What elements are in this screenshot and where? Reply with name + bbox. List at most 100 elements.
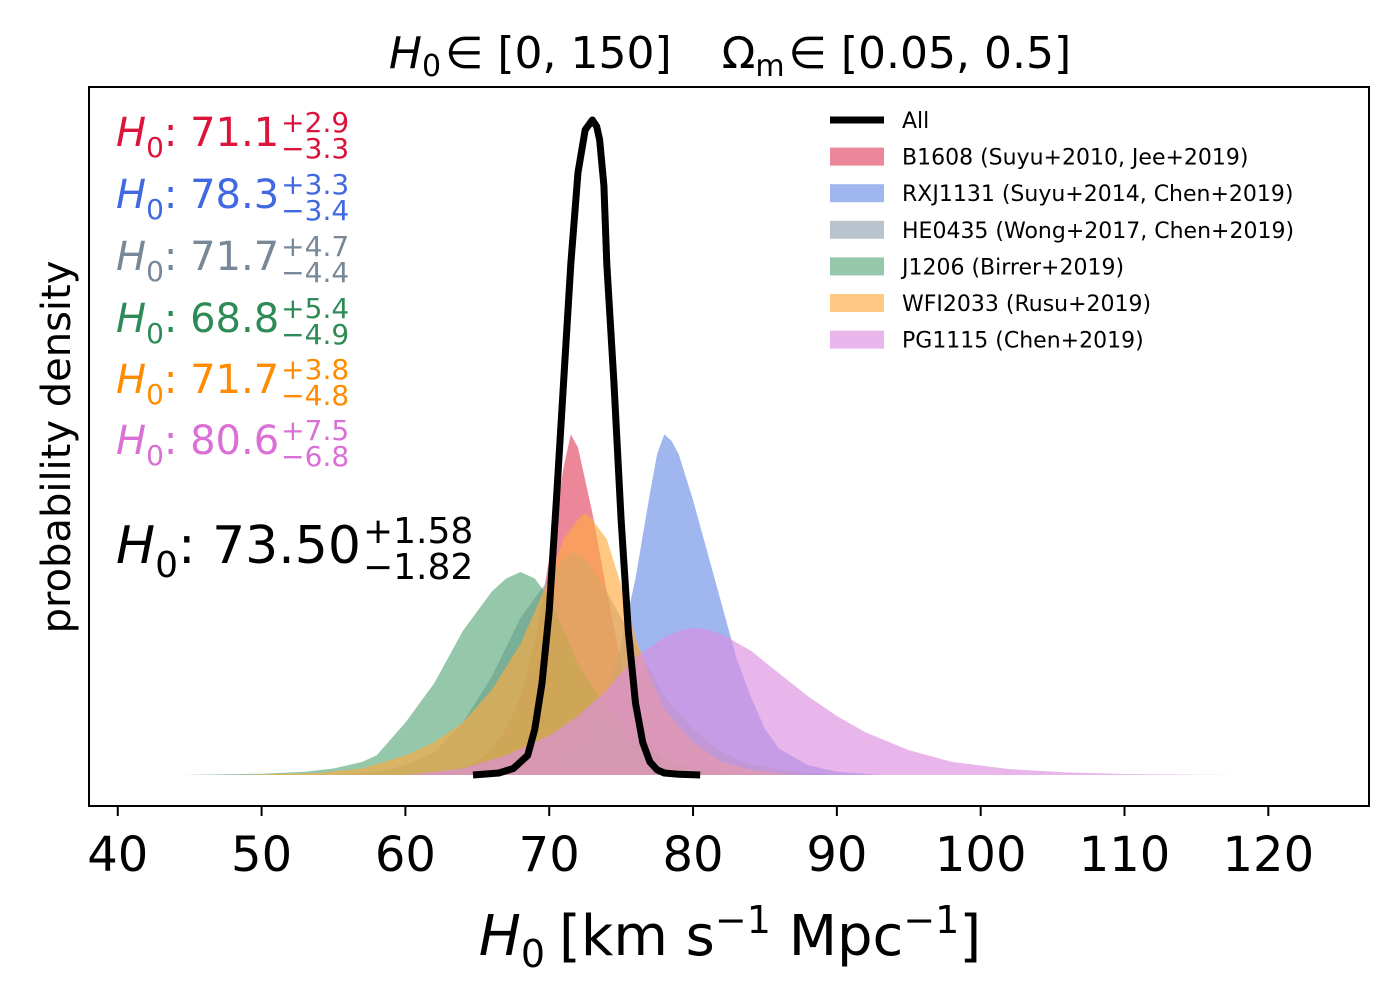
legend-item: PG1115 (Chen+2019)	[830, 329, 1144, 354]
h0-subscript: 0	[146, 378, 164, 411]
h0-annotation-main: H0: 80.6	[116, 418, 279, 472]
h0-annotation-main: H0: 78.3	[116, 172, 279, 226]
h0-lower-error: −3.3	[281, 132, 349, 165]
x-tick-label: 70	[519, 827, 580, 883]
h0-value: : 78.3	[164, 172, 279, 218]
legend-item-all: All	[830, 109, 929, 134]
title-h0-symbol: H	[389, 28, 422, 79]
xlabel-close: ]	[959, 904, 981, 969]
h0-upper-error: +3.3	[281, 168, 349, 201]
x-tick-label: 80	[663, 827, 724, 883]
h0-value: : 80.6	[164, 418, 279, 464]
series-area-pg1115	[405, 627, 1240, 775]
h0-annotation: H0: 78.3 +3.3−3.4	[116, 168, 349, 227]
h0-annotations: H0: 71.1 +2.9−3.3H0: 78.3 +3.3−3.4H0: 71.7…	[116, 106, 473, 588]
h0-lower-error: −4.9	[281, 318, 349, 351]
h0-annotation-main: H0: 71.7	[116, 234, 279, 288]
h0-symbol: H	[116, 516, 155, 576]
x-tick-label: 90	[806, 827, 867, 883]
title-h0-range: ∈ [0, 150]	[445, 28, 672, 79]
series-layer	[182, 434, 1240, 775]
h0-symbol: H	[116, 357, 146, 403]
h0-subscript: 0	[146, 255, 164, 288]
h0-value: : 71.1	[164, 110, 279, 156]
h0-annotation: H0: 80.6 +7.5−6.8	[116, 414, 349, 473]
h0-upper-error: +5.4	[281, 292, 349, 325]
legend-item: RXJ1131 (Suyu+2014, Chen+2019)	[830, 182, 1293, 207]
plot-frame	[88, 86, 1370, 807]
h0-annotation: H0: 71.7 +3.8−4.8	[116, 353, 349, 412]
h0-lower-error: −6.8	[281, 440, 349, 473]
h0-annotation: H0: 73.50 +1.58−1.82	[116, 511, 473, 588]
h0-subscript: 0	[155, 545, 178, 586]
legend: All B1608 (Suyu+2010, Jee+2019) RXJ1131 (S…	[830, 109, 1294, 354]
chart-title: H0∈ [0, 150] Ωm∈ [0.05, 0.5]	[389, 28, 1071, 84]
h0-value: : 68.8	[164, 296, 279, 342]
h0-symbol: H	[116, 110, 146, 156]
h0-lower-error: −3.4	[281, 194, 349, 227]
x-axis-ticks: 40 50 60 70 80 90 100 110 120	[87, 806, 1314, 883]
h0-lower-error: −1.82	[363, 547, 473, 588]
h0-subscript: 0	[146, 439, 164, 472]
xlabel-symbol: H	[479, 904, 521, 969]
h0-value: : 71.7	[164, 357, 279, 403]
title-h0-sub: 0	[422, 49, 441, 84]
h0-subscript: 0	[146, 317, 164, 350]
legend-item: WFI2033 (Rusu+2019)	[830, 292, 1151, 317]
series-area-j1206	[182, 572, 780, 775]
legend-label: B1608 (Suyu+2010, Jee+2019)	[902, 146, 1249, 171]
x-tick-label: 60	[375, 827, 436, 883]
h0-upper-error: +1.58	[363, 511, 473, 552]
legend-item: J1206 (Birrer+2019)	[830, 255, 1124, 280]
legend-swatch	[830, 220, 884, 239]
legend-swatch	[830, 147, 884, 166]
xlabel-units: [km s	[559, 904, 715, 969]
h0-lower-error: −4.8	[281, 379, 349, 412]
xlabel-mpc: Mpc	[771, 904, 903, 969]
x-tick-label: 50	[231, 827, 292, 883]
h0-symbol: H	[116, 234, 146, 280]
x-axis-label: H0 [km s−1 Mpc−1]	[479, 898, 981, 976]
h0-annotation: H0: 71.1 +2.9−3.3	[116, 106, 349, 165]
xlabel-sub: 0	[521, 932, 545, 976]
plot-area	[88, 86, 1370, 807]
h0-lower-error: −4.4	[281, 256, 349, 289]
h0-subscript: 0	[146, 131, 164, 164]
xlabel-exp1: −1	[715, 898, 771, 942]
x-tick-label: 40	[87, 827, 148, 883]
h0-annotation-main: H0: 68.8	[116, 296, 279, 350]
h0-symbol: H	[116, 296, 146, 342]
y-axis-label: probability density	[34, 261, 80, 634]
legend-swatch	[830, 184, 884, 203]
h0-upper-error: +3.8	[281, 353, 349, 386]
h0-upper-error: +7.5	[281, 414, 349, 447]
h0-symbol: H	[116, 172, 146, 218]
x-tick-label: 100	[935, 827, 1027, 883]
x-tick-label: 110	[1079, 827, 1171, 883]
legend-label: RXJ1131 (Suyu+2014, Chen+2019)	[902, 182, 1293, 207]
h0-symbol: H	[116, 418, 146, 464]
h0-upper-error: +2.9	[281, 106, 349, 139]
legend-label: HE0435 (Wong+2017, Chen+2019)	[902, 219, 1294, 244]
h0-upper-error: +4.7	[281, 230, 349, 263]
legend-swatch	[830, 294, 884, 312]
x-tick-label: 120	[1223, 827, 1315, 883]
combined-layer	[472, 116, 701, 779]
legend-label: All	[902, 109, 929, 134]
title-om-symbol: Ω	[722, 28, 756, 79]
legend-label: PG1115 (Chen+2019)	[902, 329, 1144, 354]
h0-annotation-main: H0: 73.50	[116, 516, 361, 586]
legend-item: HE0435 (Wong+2017, Chen+2019)	[830, 219, 1294, 244]
legend-swatch	[830, 330, 884, 349]
series-line-all	[472, 116, 701, 779]
h0-annotation: H0: 71.7 +4.7−4.4	[116, 230, 349, 289]
h0-annotation-main: H0: 71.7	[116, 357, 279, 411]
legend-swatch	[830, 257, 884, 276]
series-area-rxj1131	[462, 434, 880, 775]
h0-value: : 73.50	[178, 516, 361, 576]
legend-label: J1206 (Birrer+2019)	[900, 255, 1124, 280]
h0-value: : 71.7	[164, 234, 279, 280]
title-om-sub: m	[755, 49, 784, 84]
xlabel-exp2: −1	[903, 898, 959, 942]
